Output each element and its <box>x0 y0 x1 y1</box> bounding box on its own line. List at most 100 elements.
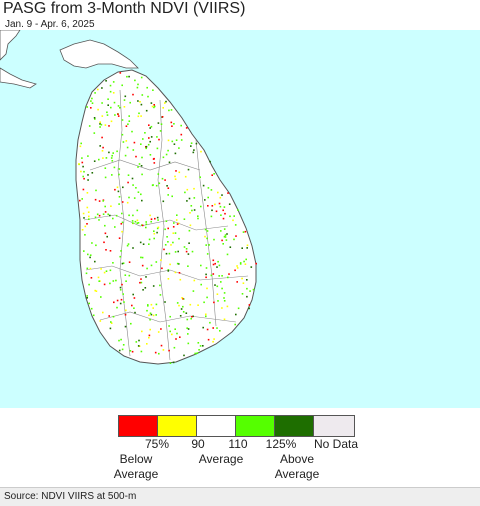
ndvi-pixel <box>145 109 148 112</box>
ndvi-pixel <box>101 115 104 117</box>
legend-tick-125: 125% <box>265 437 297 451</box>
ndvi-pixel <box>210 274 213 277</box>
ndvi-pixel <box>87 253 89 256</box>
ndvi-pixel <box>108 315 110 317</box>
ndvi-pixel <box>182 297 184 300</box>
legend-category-average-line1: Average <box>198 452 244 466</box>
ndvi-pixel <box>89 267 92 270</box>
ndvi-pixel <box>244 263 247 265</box>
ndvi-pixel <box>129 101 131 104</box>
ndvi-pixel <box>172 232 175 234</box>
ndvi-pixel <box>124 154 127 157</box>
ndvi-pixel <box>109 327 112 330</box>
ndvi-pixel <box>229 246 232 248</box>
ndvi-pixel <box>249 290 251 292</box>
ndvi-pixel <box>167 270 170 272</box>
ndvi-pixel <box>237 307 240 310</box>
ndvi-pixel <box>108 125 110 127</box>
ndvi-pixel <box>156 136 158 138</box>
ndvi-pixel <box>104 124 107 126</box>
ndvi-pixel <box>248 307 250 310</box>
ndvi-pixel <box>178 147 180 149</box>
ndvi-pixel <box>141 264 144 267</box>
ndvi-pixel <box>81 229 84 231</box>
ndvi-pixel <box>226 253 229 256</box>
ndvi-pixel <box>114 226 116 228</box>
ndvi-pixel <box>223 206 226 208</box>
ndvi-pixel <box>212 327 214 329</box>
ndvi-pixel <box>150 303 153 306</box>
ndvi-pixel <box>121 230 123 233</box>
ndvi-pixel <box>197 215 199 217</box>
ndvi-pixel <box>188 197 191 200</box>
ndvi-pixel <box>153 232 156 235</box>
ndvi-pixel <box>141 224 143 226</box>
ndvi-pixel <box>193 209 196 211</box>
ndvi-pixel <box>219 205 222 208</box>
ndvi-pixel <box>78 163 80 165</box>
ndvi-pixel <box>148 336 150 339</box>
ndvi-pixel <box>112 217 114 220</box>
ndvi-pixel <box>188 242 190 244</box>
ndvi-pixel <box>233 215 235 217</box>
ndvi-pixel <box>209 160 211 163</box>
ndvi-pixel <box>104 176 107 179</box>
ndvi-pixel <box>241 277 243 280</box>
ndvi-pixel <box>236 281 238 283</box>
ndvi-pixel <box>141 156 143 159</box>
ndvi-pixel <box>171 140 174 143</box>
ndvi-pixel <box>132 293 134 296</box>
ndvi-pixel <box>156 147 159 150</box>
ndvi-pixel <box>171 195 173 198</box>
ndvi-pixel <box>221 275 223 277</box>
ndvi-pixel <box>138 163 141 165</box>
ndvi-pixel <box>217 191 219 194</box>
ndvi-pixel <box>207 187 210 189</box>
ndvi-pixel <box>186 200 188 202</box>
ndvi-pixel <box>229 215 231 218</box>
ndvi-pixel <box>180 133 183 136</box>
ndvi-pixel <box>146 309 148 312</box>
ndvi-pixel <box>132 184 134 186</box>
ndvi-pixel <box>122 186 124 189</box>
ndvi-pixel <box>223 228 226 230</box>
ndvi-pixel <box>106 235 108 238</box>
ndvi-pixel <box>136 219 139 222</box>
ndvi-pixel <box>95 244 97 247</box>
ndvi-pixel <box>140 350 143 353</box>
ndvi-pixel <box>235 235 237 237</box>
ndvi-pixel <box>169 362 172 364</box>
ndvi-pixel <box>187 168 190 171</box>
ndvi-pixel <box>166 185 168 187</box>
ndvi-pixel <box>99 126 101 128</box>
ndvi-pixel <box>246 279 248 281</box>
india-coast-2 <box>0 67 37 89</box>
ndvi-pixel <box>195 142 198 145</box>
ndvi-pixel <box>206 230 209 232</box>
ndvi-pixel <box>121 262 124 265</box>
ndvi-map[interactable] <box>0 30 480 408</box>
ndvi-pixel <box>82 165 84 168</box>
ndvi-pixel <box>86 297 88 299</box>
ndvi-pixel <box>213 173 215 175</box>
ndvi-pixel <box>223 297 225 299</box>
ndvi-pixel <box>190 142 193 144</box>
ndvi-pixel <box>168 109 170 112</box>
ndvi-pixel <box>87 155 89 157</box>
ndvi-pixel <box>123 106 126 108</box>
ndvi-pixel <box>219 196 222 199</box>
ndvi-pixel <box>197 342 200 344</box>
ndvi-pixel <box>175 139 178 141</box>
ndvi-pixel <box>94 216 97 219</box>
ndvi-pixel <box>118 168 121 170</box>
ndvi-pixel <box>216 327 218 329</box>
ndvi-pixel <box>203 301 205 304</box>
ndvi-pixel <box>169 315 171 318</box>
ndvi-pixel <box>147 143 150 146</box>
ndvi-pixel <box>126 146 129 149</box>
ndvi-pixel <box>104 232 107 235</box>
ndvi-pixel <box>86 106 88 108</box>
ndvi-pixel <box>150 136 153 138</box>
ndvi-pixel <box>102 311 104 314</box>
ndvi-pixel <box>204 228 207 231</box>
